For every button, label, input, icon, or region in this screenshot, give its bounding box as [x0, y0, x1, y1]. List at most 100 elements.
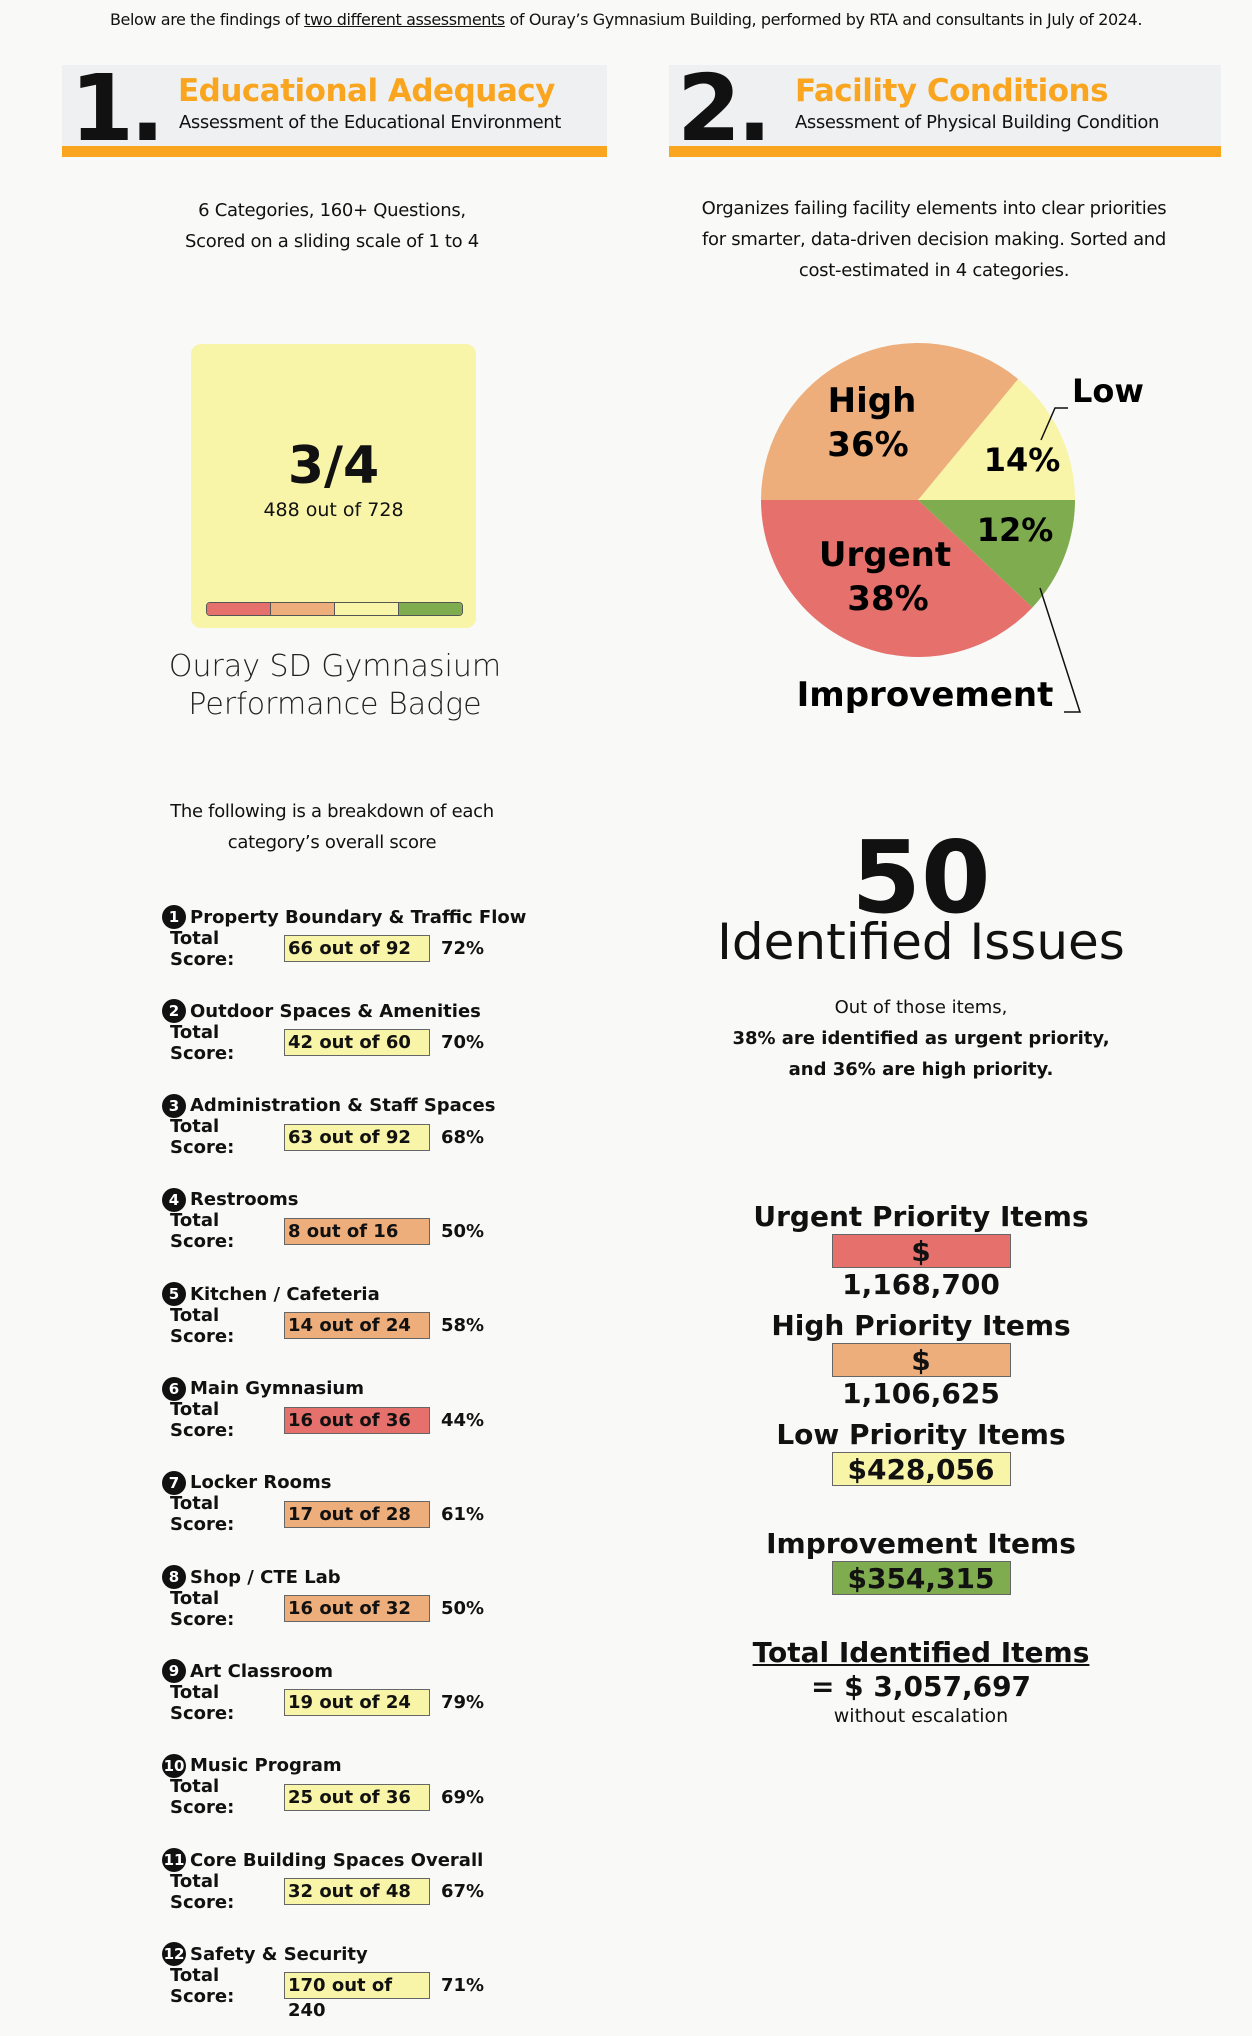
category-score-row: Total Score: 19 out of 24 79% [162, 1682, 562, 1724]
score-label: Total Score: [170, 1021, 235, 1064]
category-name: Property Boundary & Traffic Flow [190, 906, 527, 928]
category-item: 7 Locker Rooms Total Score: 17 out of 28 61… [162, 1470, 562, 1535]
score-label: Total Score: [170, 1587, 235, 1630]
priority-value: $ 1,106,625 [831, 1343, 1011, 1410]
badge-scale-segment [207, 603, 271, 615]
badge-scale-segment [399, 603, 462, 615]
intro-after: of Ouray’s Gymnasium Building, performed… [504, 10, 1143, 29]
score-label: Total Score: [170, 1776, 235, 1819]
breakdown-line: category’s overall score [227, 832, 437, 853]
category-score-row: Total Score: 63 out of 92 68% [162, 1116, 562, 1158]
category-title: 6 Main Gymnasium [162, 1376, 562, 1402]
category-score-row: Total Score: 170 out of 240 71% [162, 1965, 562, 2022]
badge-scale-bar [206, 602, 463, 616]
assessments-link[interactable]: two different assessments [304, 10, 505, 29]
priority-item: Low Priority Items $428,056 [700, 1418, 1142, 1486]
score-box: 16 out of 32 [284, 1595, 430, 1623]
category-title: 8 Shop / CTE Lab [162, 1564, 562, 1590]
category-name: Locker Rooms [190, 1472, 332, 1494]
category-item: 12 Safety & Security Total Score: 170 out … [162, 1941, 562, 2022]
category-title: 1 Property Boundary & Traffic Flow [162, 904, 562, 930]
category-score-row: Total Score: 17 out of 28 61% [162, 1493, 562, 1535]
section-educational-adequacy: 1. Educational Adequacy Assessment of th… [62, 55, 607, 162]
category-score-row: Total Score: 16 out of 32 50% [162, 1588, 562, 1630]
section2-description: Organizes failing facility elements into… [664, 193, 1204, 286]
pie-percent-high: 36% [827, 425, 908, 465]
score-box: 42 out of 60 [284, 1029, 430, 1057]
caption-line: Performance Badge [188, 687, 482, 722]
pie-percent-improvement: 12% [977, 511, 1054, 549]
total-identified: Total Identified Items = $ 3,057,697 wit… [700, 1636, 1142, 1728]
score-percent: 68% [441, 1126, 485, 1148]
category-title: 11 Core Building Spaces Overall [162, 1847, 562, 1873]
number-badge-icon: 5 [162, 1282, 186, 1307]
category-title: 5 Kitchen / Cafeteria [162, 1281, 562, 1307]
section-number: 2. [677, 55, 772, 162]
pie-slice-high [761, 343, 1019, 500]
score-box: 25 out of 36 [284, 1783, 430, 1811]
category-score-row: Total Score: 25 out of 36 69% [162, 1776, 562, 1818]
pie-percent-urgent: 38% [847, 579, 928, 619]
category-item: 9 Art Classroom Total Score: 19 out of 24 7… [162, 1658, 562, 1724]
badge-score: 3/4 [287, 436, 380, 496]
score-label: Total Score: [170, 1210, 235, 1253]
score-percent: 79% [441, 1692, 485, 1714]
section-subtitle: Assessment of Physical Building Conditio… [795, 112, 1159, 133]
category-title: 2 Outdoor Spaces & Amenities [162, 998, 562, 1024]
priority-item: Urgent Priority Items $ 1,168,700 [700, 1200, 1142, 1301]
badge-caption: Ouray SD Gymnasium Performance Badge [140, 648, 530, 724]
score-box: 32 out of 48 [284, 1878, 430, 1905]
score-label: Total Score: [170, 1399, 235, 1441]
number-badge-icon: 2 [162, 999, 186, 1024]
number-badge-icon: 12 [162, 1942, 186, 1967]
badge-scale-segment [271, 603, 335, 615]
desc-line: Scored on a sliding scale of 1 to 4 [185, 231, 479, 252]
score-label: Total Score: [170, 1964, 235, 2007]
intro-before: Below are the findings of [109, 10, 305, 29]
number-badge-icon: 8 [162, 1565, 186, 1590]
category-item: 10 Music Program Total Score: 25 out of 36… [162, 1753, 562, 1818]
category-title: 10 Music Program [162, 1753, 562, 1779]
priority-title: Improvement Items [766, 1527, 1076, 1560]
pie-slice-improvement [918, 500, 1075, 608]
score-percent: 67% [441, 1881, 485, 1902]
priority-value: $ 1,168,700 [831, 1234, 1011, 1301]
leader-line-low [1040, 407, 1068, 441]
score-label: Total Score: [170, 1304, 235, 1347]
number-badge-icon: 11 [162, 1848, 186, 1872]
desc-line: Organizes failing facility elements into… [701, 198, 1167, 219]
number-badge-icon: 10 [162, 1753, 186, 1778]
pie-label-improvement: Improvement [797, 675, 1054, 715]
badge-scale-segment [335, 603, 399, 615]
issue-count: 50 [851, 819, 991, 936]
score-box: 16 out of 36 [284, 1406, 430, 1434]
score-box: 17 out of 28 [284, 1500, 430, 1528]
pie-label-urgent: Urgent [819, 535, 951, 575]
desc-line: cost-estimated in 4 categories. [798, 260, 1070, 281]
breakdown-intro: The following is a breakdown of each cat… [132, 796, 532, 858]
category-name: Shop / CTE Lab [190, 1566, 341, 1588]
priority-item: High Priority Items $ 1,106,625 [700, 1309, 1142, 1410]
category-name: Administration & Staff Spaces [190, 1095, 496, 1117]
category-score-row: Total Score: 8 out of 16 50% [162, 1210, 562, 1252]
total-value: = $ 3,057,697 [810, 1670, 1032, 1703]
summary-line: and 36% are high priority. [788, 1059, 1054, 1080]
score-percent: 61% [441, 1503, 485, 1525]
score-percent: 69% [441, 1786, 485, 1808]
score-percent: 70% [441, 1032, 485, 1054]
priority-value: $354,315 [831, 1561, 1011, 1595]
score-label: Total Score: [170, 1681, 235, 1724]
category-score-row: Total Score: 66 out of 92 72% [162, 928, 562, 970]
category-title: 12 Safety & Security [162, 1941, 562, 1967]
desc-line: 6 Categories, 160+ Questions, [198, 200, 466, 221]
score-box: 14 out of 24 [284, 1312, 430, 1340]
summary-line: 38% are identified as urgent priority, [732, 1028, 1110, 1049]
performance-badge: 3/4 488 out of 728 [191, 344, 476, 628]
score-percent: 50% [441, 1220, 485, 1242]
pie-label-low: Low [1072, 372, 1144, 410]
score-percent: 72% [441, 938, 485, 959]
section1-description: 6 Categories, 160+ Questions, Scored on … [132, 195, 532, 257]
number-badge-icon: 7 [162, 1470, 186, 1495]
priority-title: Urgent Priority Items [753, 1200, 1089, 1233]
score-label: Total Score: [170, 1870, 235, 1913]
